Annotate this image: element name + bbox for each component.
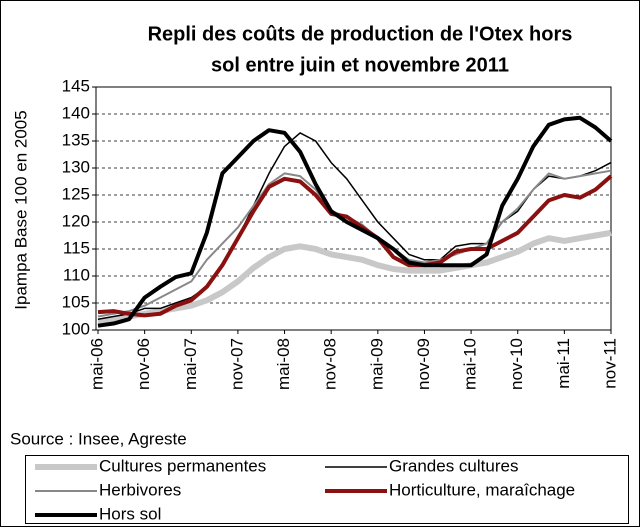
y-tick-label: 145 — [62, 76, 90, 95]
legend-label: Grandes cultures — [389, 456, 518, 475]
x-tick-label: nov-11 — [600, 338, 619, 389]
x-tick-label: mai-06 — [87, 338, 106, 390]
x-tick-label: nov-10 — [507, 338, 526, 390]
y-tick-label: 140 — [62, 103, 90, 122]
y-tick-label: 130 — [62, 157, 90, 176]
x-tick-label: mai-11 — [554, 338, 573, 389]
legend-label: Herbivores — [99, 480, 181, 499]
chart-title: sol entre juin et novembre 2011 — [211, 54, 509, 76]
legend-label: Horticulture, maraîchage — [389, 480, 575, 499]
chart-title: Repli des coûts de production de l'Otex … — [148, 23, 573, 45]
y-tick-label: 115 — [63, 238, 90, 257]
legend-label: Hors sol — [99, 504, 161, 523]
y-tick-label: 120 — [62, 211, 90, 230]
series-line — [97, 115, 613, 328]
y-tick-label: 110 — [63, 265, 90, 284]
legend-label: Cultures permanentes — [99, 456, 266, 475]
x-tick-label: mai-07 — [181, 338, 200, 390]
y-tick-label: 135 — [62, 130, 90, 149]
series-line — [97, 229, 612, 325]
y-axis-label: Ipampa Base 100 en 2005 — [11, 110, 30, 309]
x-tick-label: mai-10 — [461, 338, 480, 390]
source: Source : Insee, Agreste — [10, 429, 187, 448]
y-tick-label: 125 — [62, 184, 90, 203]
y-tick-label: 100 — [62, 319, 90, 338]
x-tick-label: nov-08 — [321, 338, 340, 390]
series-line — [97, 174, 613, 318]
x-tick-label: mai-09 — [367, 338, 386, 390]
x-tick-label: nov-07 — [227, 338, 246, 390]
y-tick-label: 105 — [62, 292, 90, 311]
x-tick-label: nov-09 — [414, 338, 433, 390]
x-tick-label: nov-06 — [134, 338, 153, 390]
plot-area — [95, 86, 612, 331]
x-tick-label: mai-08 — [274, 338, 293, 390]
